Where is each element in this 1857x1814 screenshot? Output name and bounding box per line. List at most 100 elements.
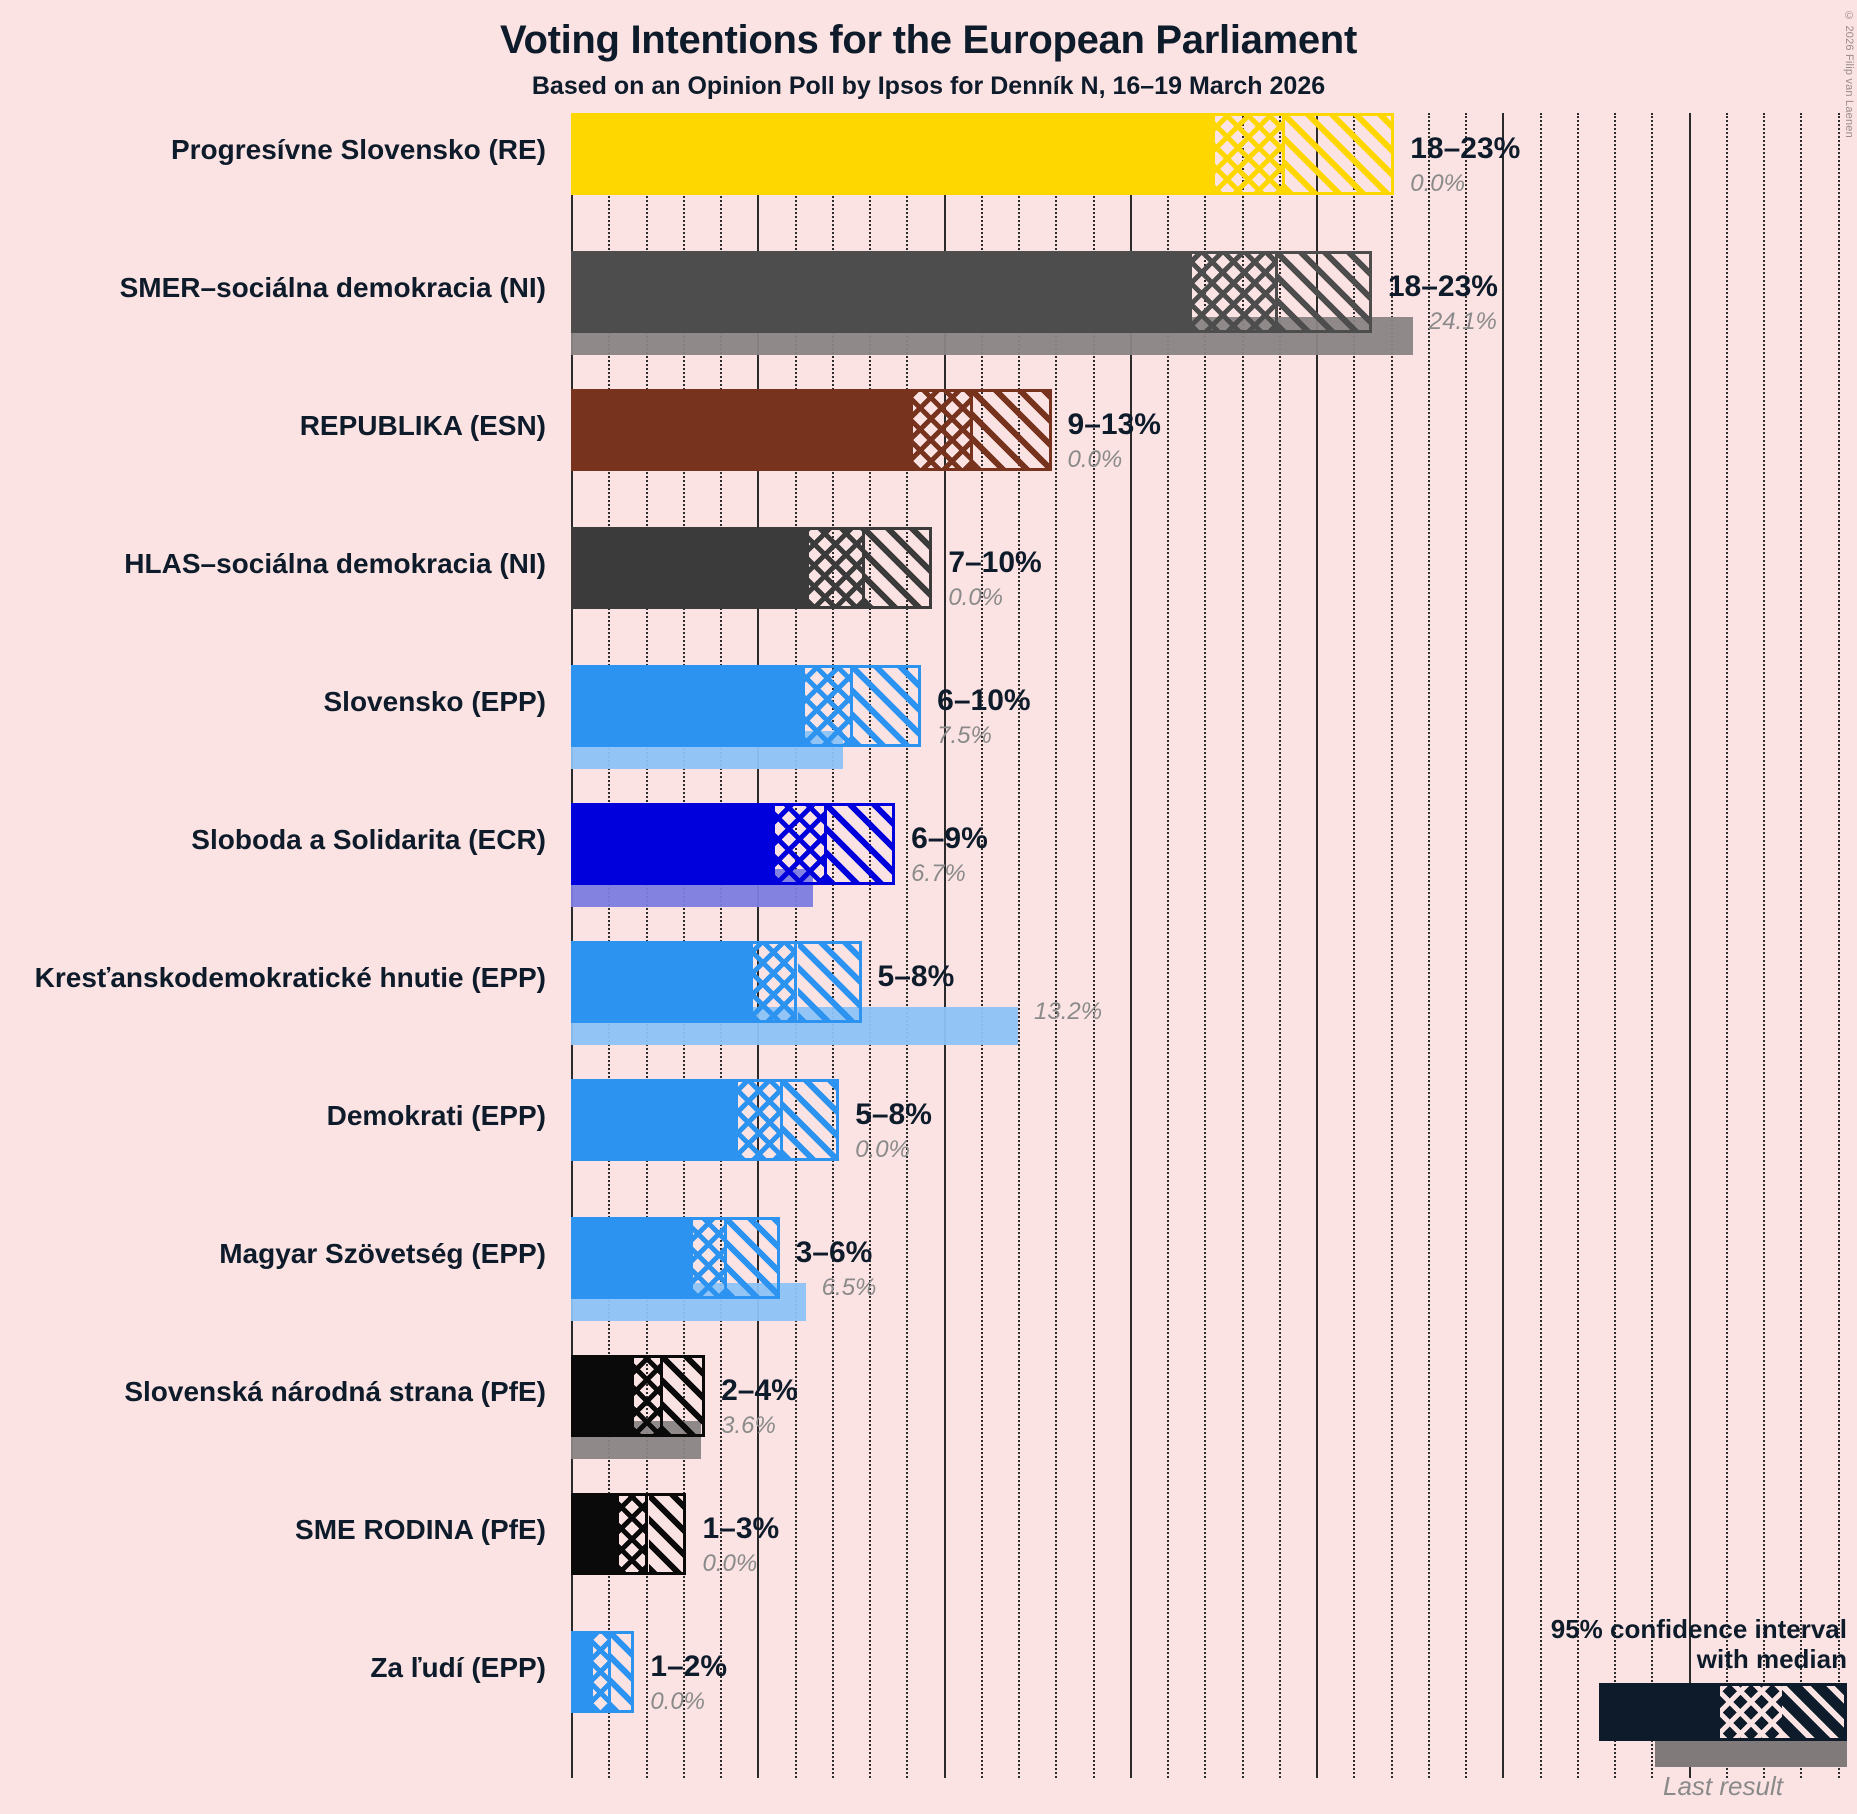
party-label: Slovenská národná strana (PfE) — [124, 1376, 546, 1407]
gridline-minor — [1241, 113, 1244, 1778]
last-result-value-label: 6.5% — [821, 1274, 877, 1301]
party-label: Slovensko (EPP) — [323, 686, 546, 717]
gridline-minor — [1800, 113, 1803, 1778]
bar-segment-diagonal — [797, 944, 859, 1020]
bar-segment-crosshatch — [1192, 254, 1279, 330]
party-label: Magyar Szövetség (EPP) — [219, 1238, 546, 1269]
chart-row: Demokrati (EPP) 5–8% 0.0% — [0, 1079, 1857, 1183]
gridline-minor — [1465, 113, 1467, 1778]
gridline-minor — [869, 113, 871, 1778]
bar-segment-diagonal — [726, 1220, 777, 1296]
confidence-interval-bar[interactable] — [571, 1217, 780, 1299]
last-result-value-label: 0.0% — [1067, 446, 1123, 473]
confidence-interval-bar[interactable] — [571, 1631, 635, 1713]
chart-row: SMER–sociálna demokracia (NI) 18–23% 24.1% — [0, 251, 1857, 355]
bar-segment-crosshatch — [775, 806, 828, 882]
gridline-minor — [1278, 113, 1281, 1778]
legend-ci-line2: with median — [1696, 1644, 1847, 1675]
chart-row: Kresťanskodemokratické hnutie (EPP) 5–8% 1… — [0, 941, 1857, 1045]
legend-diagonal-swatch — [1782, 1686, 1844, 1738]
gridline-minor — [1204, 113, 1207, 1778]
bar-segment-crosshatch — [804, 668, 854, 744]
bar-segment-crosshatch — [693, 1220, 727, 1296]
legend-last-result-label: Last result — [1663, 1771, 1783, 1801]
party-label: Progresívne Slovensko (RE) — [170, 134, 546, 165]
gridline-minor — [1837, 113, 1840, 1778]
range-value-label: 6–10% — [937, 684, 1031, 717]
gridline-minor — [1092, 113, 1095, 1778]
page-title: Voting Intentions for the European Parli… — [500, 18, 1357, 62]
bar-segment-crosshatch — [912, 392, 973, 468]
bar-segment-diagonal — [1285, 116, 1392, 192]
last-result-value-label: 0.0% — [650, 1688, 706, 1715]
range-value-label: 7–10% — [948, 546, 1042, 579]
bar-segment-solid — [574, 392, 913, 468]
party-label: Demokrati (EPP) — [326, 1100, 546, 1131]
confidence-interval-bar[interactable] — [571, 113, 1395, 195]
gridline-minor — [906, 113, 909, 1778]
bar-segment-solid — [574, 1496, 619, 1572]
bar-segment-diagonal — [827, 806, 893, 882]
bar-segment-solid — [574, 1082, 738, 1158]
party-label: Sloboda a Solidarita (ECR) — [191, 824, 546, 855]
confidence-interval-bar[interactable] — [571, 665, 922, 747]
party-label: REPUBLIKA (ESN) — [299, 410, 546, 441]
chart-row: SME RODINA (PfE) 1–3% 0.0% — [0, 1493, 1857, 1597]
legend-ci-line1: 95% confidence interval — [1550, 1613, 1847, 1644]
confidence-interval-bar[interactable] — [571, 1493, 687, 1575]
bar-segment-solid — [574, 1220, 694, 1296]
gridline-major — [943, 113, 946, 1778]
gridline-minor — [1167, 113, 1169, 1778]
copyright-notice: © 2026 Filip van Laenen — [1843, 10, 1855, 138]
range-value-label: 5–8% — [877, 960, 955, 993]
bar-segment-crosshatch — [752, 944, 798, 1020]
gridline-minor — [1576, 113, 1579, 1778]
last-result-value-label: 0.0% — [1410, 170, 1465, 197]
last-result-value-label: 6.7% — [911, 860, 966, 887]
gridline-minor — [1614, 113, 1616, 1778]
chart-legend: 95% confidence interval with median Last… — [1247, 1614, 1847, 1802]
bar-segment-crosshatch — [592, 1634, 612, 1710]
chart-row: REPUBLIKA (ESN) 9–13% 0.0% — [0, 389, 1857, 493]
last-result-value-label: 24.1% — [1428, 308, 1497, 335]
chart-row: Sloboda a Solidarita (ECR) 6–9% 6.7% — [0, 803, 1857, 907]
legend-ci-bar — [1599, 1683, 1847, 1741]
last-result-value-label: 0.0% — [702, 1550, 758, 1577]
confidence-interval-bar[interactable] — [571, 527, 933, 609]
gridline-minor — [1353, 113, 1356, 1778]
gridline-minor — [1725, 113, 1728, 1778]
bar-segment-solid — [574, 530, 809, 606]
last-result-value-label: 7.5% — [937, 722, 992, 749]
last-result-value-label: 0.0% — [855, 1136, 910, 1163]
chart-row: Za ľudí (EPP) 1–2% 0.0% — [0, 1631, 1857, 1735]
chart-row: HLAS–sociálna demokracia (NI) 7–10% 0.0% — [0, 527, 1857, 631]
confidence-interval-bar[interactable] — [571, 941, 862, 1023]
confidence-interval-bar[interactable] — [571, 389, 1052, 471]
range-value-label: 9–13% — [1067, 408, 1161, 441]
confidence-interval-bar[interactable] — [571, 1079, 840, 1161]
party-label: SME RODINA (PfE) — [295, 1514, 546, 1545]
bar-segment-diagonal — [648, 1496, 684, 1572]
confidence-interval-bar[interactable] — [571, 803, 896, 885]
page-subtitle: Based on an Opinion Poll by Ipsos for De… — [531, 72, 1326, 100]
bar-segment-crosshatch — [1214, 116, 1286, 192]
confidence-interval-bar[interactable] — [571, 251, 1372, 333]
party-label: Za ľudí (EPP) — [370, 1652, 546, 1683]
range-value-label: 1–2% — [650, 1650, 728, 1683]
gridline-minor — [1763, 113, 1765, 1778]
last-result-value-label: 3.6% — [721, 1412, 776, 1439]
range-value-label: 18–23% — [1387, 270, 1498, 303]
confidence-interval-bar[interactable] — [571, 1355, 706, 1437]
bar-segment-solid — [574, 254, 1193, 330]
chart-row: Slovensko (EPP) 6–10% 7.5% — [0, 665, 1857, 769]
bar-segment-solid — [574, 944, 753, 1020]
bar-segment-diagonal — [972, 392, 1049, 468]
bar-segment-solid — [574, 116, 1215, 192]
gridline-major — [1129, 113, 1132, 1778]
bar-segment-crosshatch — [633, 1358, 664, 1434]
gridline-major — [1688, 113, 1691, 1778]
bar-segment-diagonal — [1278, 254, 1369, 330]
chart-row: Slovenská národná strana (PfE) 2–4% 3.6% — [0, 1355, 1857, 1459]
last-result-value-label: 13.2% — [1034, 998, 1103, 1025]
gridline-major — [1316, 113, 1318, 1778]
